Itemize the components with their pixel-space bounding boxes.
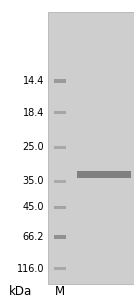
- Text: 18.4: 18.4: [23, 107, 44, 118]
- Text: 35.0: 35.0: [23, 176, 44, 187]
- FancyBboxPatch shape: [48, 12, 134, 284]
- FancyBboxPatch shape: [54, 235, 66, 239]
- FancyBboxPatch shape: [54, 146, 66, 148]
- Text: 66.2: 66.2: [23, 232, 44, 242]
- FancyBboxPatch shape: [54, 79, 66, 83]
- FancyBboxPatch shape: [54, 267, 66, 270]
- FancyBboxPatch shape: [54, 111, 66, 114]
- FancyBboxPatch shape: [54, 180, 66, 183]
- Text: 14.4: 14.4: [23, 76, 44, 86]
- Text: kDa: kDa: [9, 285, 32, 298]
- Text: 45.0: 45.0: [23, 202, 44, 212]
- Text: M: M: [55, 285, 65, 298]
- FancyBboxPatch shape: [77, 171, 131, 178]
- Text: 25.0: 25.0: [23, 142, 44, 152]
- FancyBboxPatch shape: [54, 206, 66, 208]
- Text: 116.0: 116.0: [17, 263, 44, 274]
